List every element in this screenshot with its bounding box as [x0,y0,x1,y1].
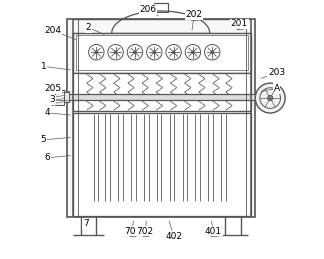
Bar [73,113,251,216]
Bar [67,19,255,217]
Text: 3: 3 [50,95,55,104]
Text: 1: 1 [40,62,46,71]
Bar [63,94,261,100]
Circle shape [191,51,194,54]
Circle shape [172,51,175,54]
Text: 203: 203 [268,68,285,77]
Bar [73,73,251,111]
Bar [55,90,64,105]
Text: 6: 6 [44,153,50,162]
Text: 201: 201 [231,19,248,28]
Circle shape [211,51,214,54]
Text: 205: 205 [44,84,61,93]
Bar [73,33,251,73]
Circle shape [255,83,285,113]
Circle shape [268,96,273,101]
Text: 7: 7 [83,219,89,228]
Text: 402: 402 [165,232,182,241]
Text: 202: 202 [186,10,203,19]
Text: 702: 702 [137,227,154,236]
Bar [63,92,69,103]
Circle shape [114,51,117,54]
Text: 701: 701 [124,227,141,236]
Text: 204: 204 [44,26,61,35]
Circle shape [153,51,156,54]
Text: 206: 206 [139,5,156,14]
Text: 2: 2 [86,23,91,32]
Text: 5: 5 [40,135,46,144]
Circle shape [134,51,136,54]
Bar [76,35,248,70]
Circle shape [95,51,98,54]
Bar [154,3,168,12]
Text: 4: 4 [45,108,50,117]
Text: 401: 401 [205,227,222,236]
Bar [255,92,261,103]
Text: A: A [273,84,280,93]
